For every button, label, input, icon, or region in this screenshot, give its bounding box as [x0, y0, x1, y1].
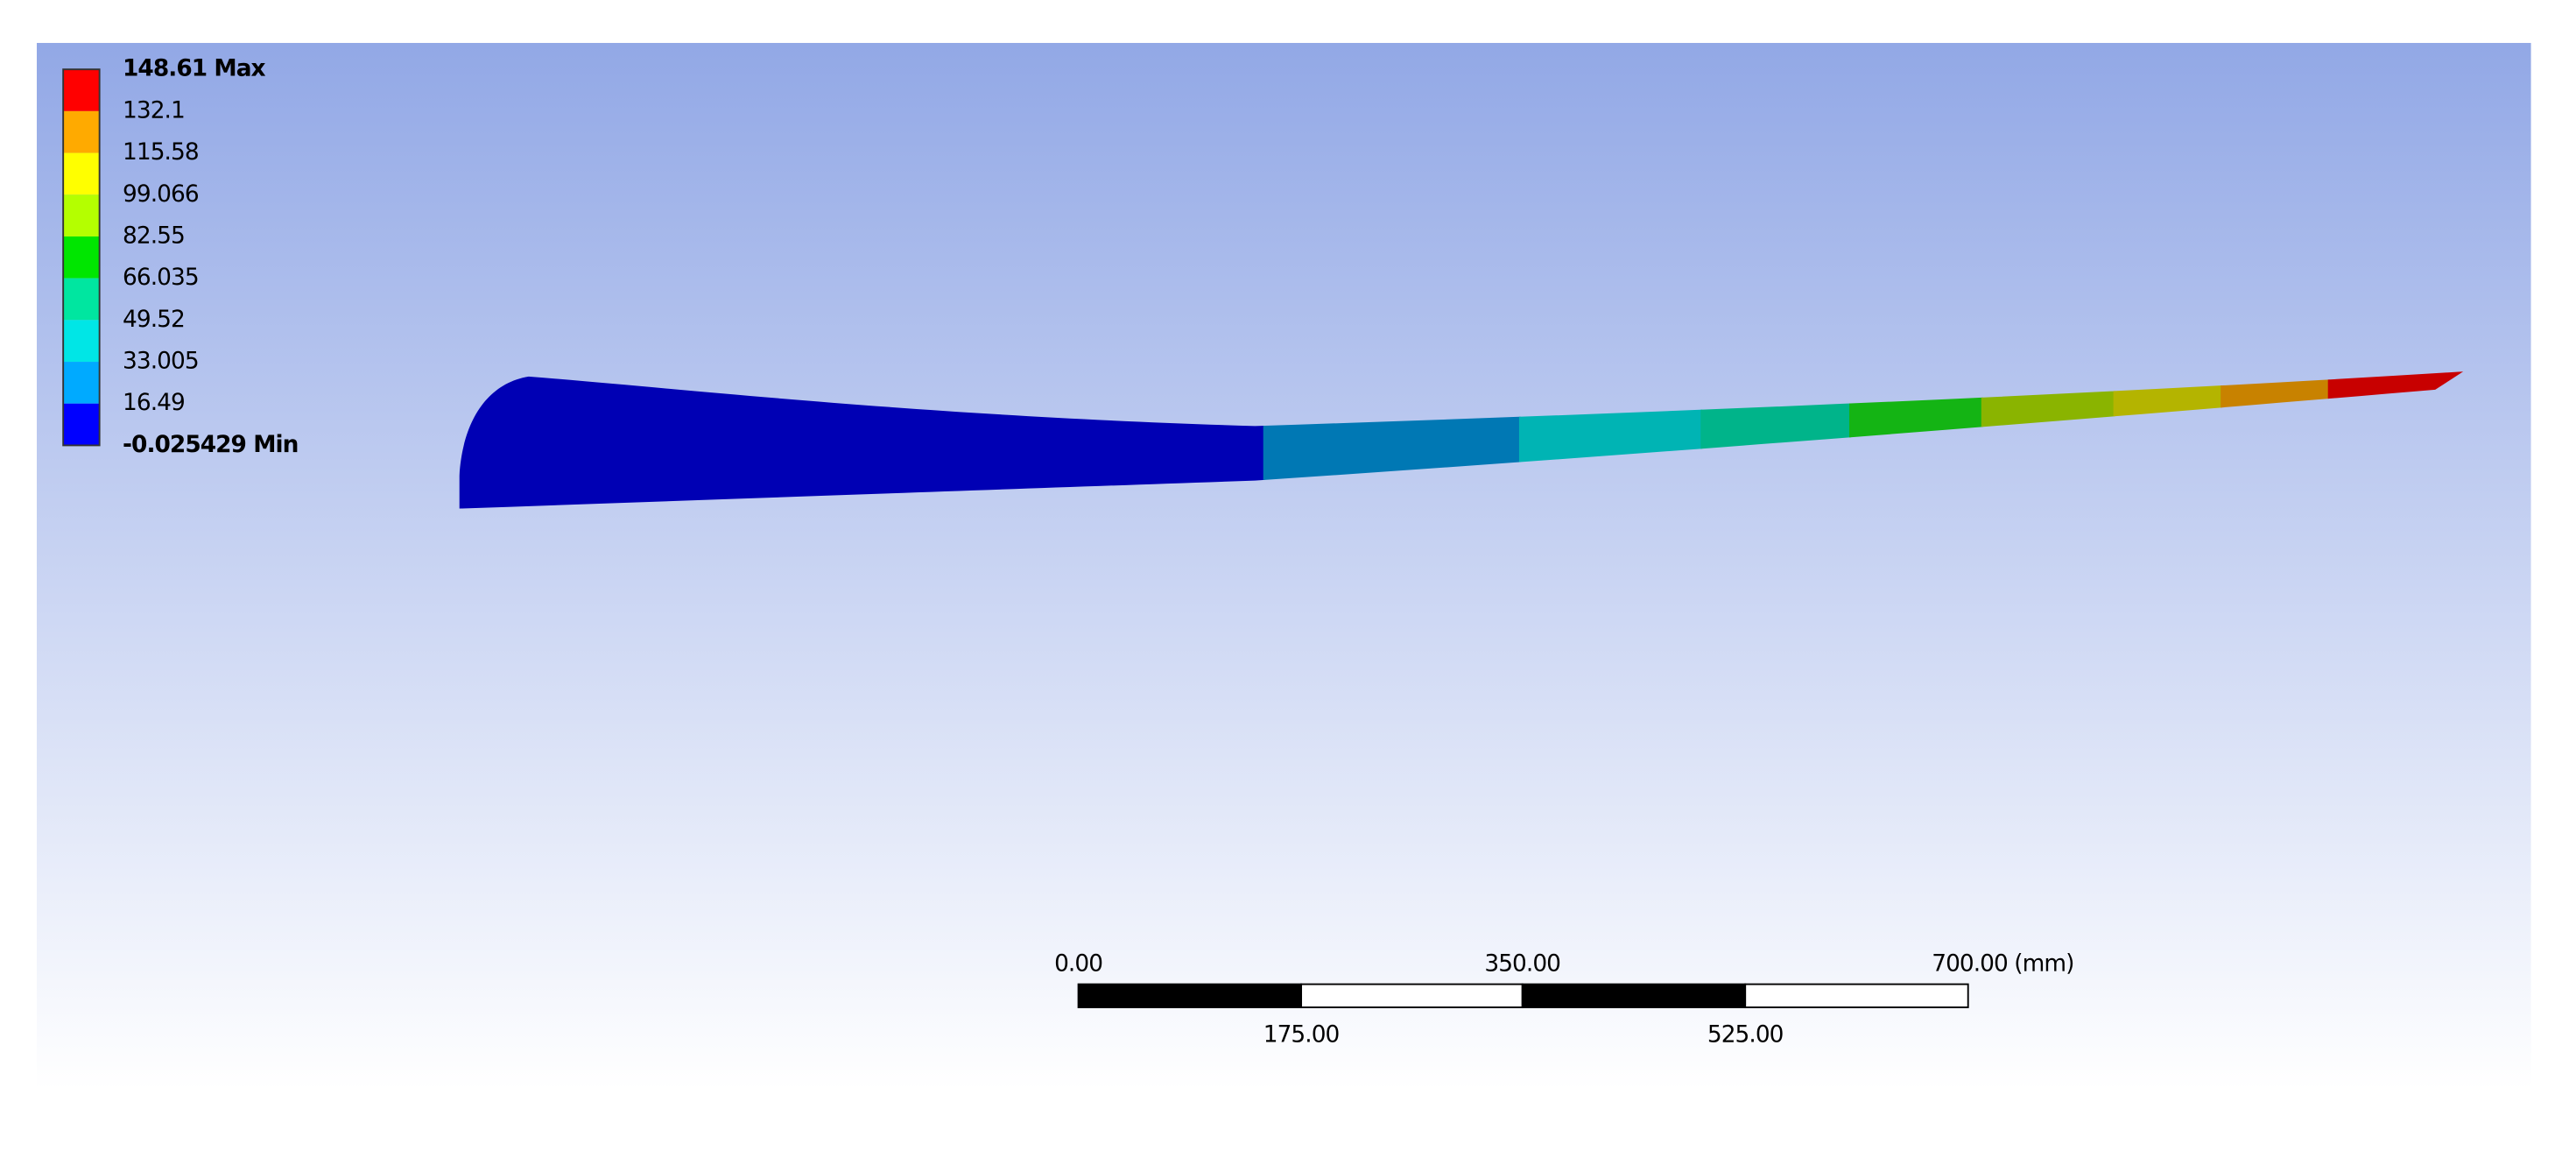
legend-swatch	[63, 362, 100, 404]
legend-swatch	[63, 69, 100, 111]
legend-swatch	[63, 236, 100, 279]
legend-label: 132.1	[123, 97, 185, 124]
legend-swatch	[63, 278, 100, 321]
legend-swatch	[63, 110, 100, 153]
scale-bar: 0.00 350.00 700.00 (mm) 175.00 525.00	[1054, 950, 2074, 1049]
legend-swatch	[63, 320, 100, 363]
legend-swatch	[63, 403, 100, 446]
legend-label: 148.61 Max	[123, 56, 266, 82]
scale-segment	[1300, 983, 1524, 1008]
legend-label: 33.005	[123, 349, 199, 375]
legend-label: 49.52	[123, 307, 185, 333]
legend-swatch	[63, 152, 100, 195]
scale-label: 700.00 (mm)	[1932, 950, 2073, 977]
scale-segment	[1521, 983, 1747, 1008]
legend: 148.61 Max 132.1 115.58 99.066 82.55 66.035 49…	[62, 56, 299, 458]
legend-label: 115.58	[123, 139, 199, 166]
legend-label: 82.55	[123, 222, 185, 249]
legend-label: 66.035	[123, 265, 199, 291]
scale-segment	[1077, 983, 1303, 1008]
legend-swatch	[63, 194, 100, 237]
scale-label: 525.00	[1707, 1022, 1784, 1049]
scale-label: 175.00	[1263, 1022, 1340, 1049]
legend-frame	[62, 68, 101, 447]
scale-label: 350.00	[1484, 950, 1560, 977]
legend-label: 16.49	[123, 390, 185, 416]
legend-label: -0.025429 Min	[123, 432, 298, 458]
viewport-background	[37, 43, 2531, 1091]
legend-label: 99.066	[123, 181, 199, 208]
scale-segment	[1744, 983, 1969, 1008]
scale-label: 0.00	[1054, 950, 1102, 977]
